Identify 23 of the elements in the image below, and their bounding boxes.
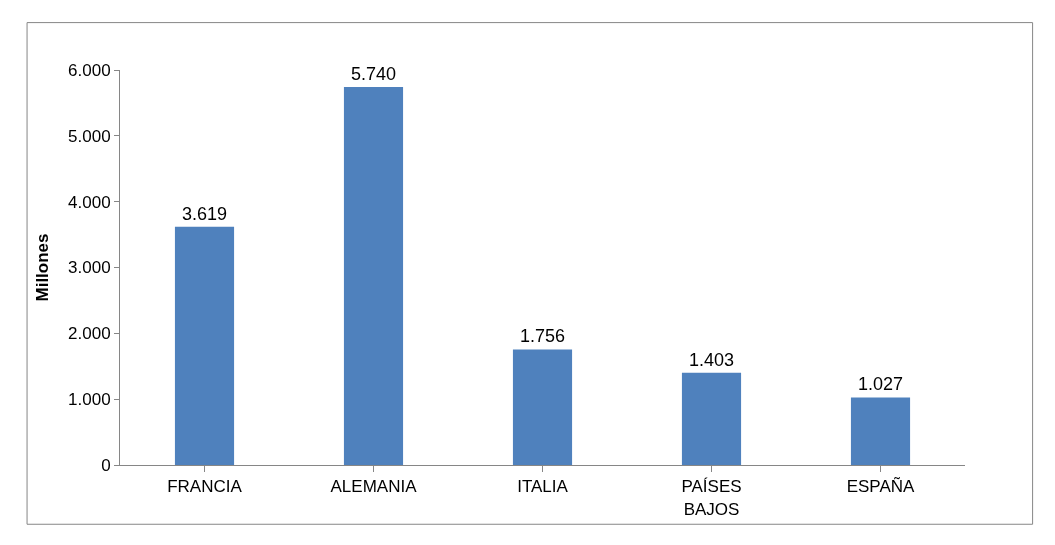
bar (512, 349, 573, 465)
bar (850, 397, 911, 465)
y-tick-label: 0 (101, 455, 111, 475)
bar (174, 226, 235, 465)
x-tick-label: ALEMANIA (330, 477, 418, 497)
y-tick-label: 5.000 (68, 126, 111, 146)
x-tick-label: FRANCIA (167, 477, 243, 497)
y-tick-label: 1.000 (68, 390, 111, 410)
bar (681, 372, 742, 465)
data-label: 5.740 (350, 64, 397, 85)
bar (343, 87, 404, 465)
y-tick-label: 2.000 (68, 324, 111, 344)
data-label: 1.403 (688, 349, 735, 370)
y-tick-label: 3.000 (68, 258, 111, 278)
y-tick-label: 4.000 (68, 192, 111, 212)
data-label: 1.756 (519, 326, 566, 347)
x-tick-label: ESPAÑA (846, 477, 916, 497)
x-tick-label: ITALIA (517, 477, 569, 497)
y-tick-label: 6.000 (68, 60, 111, 80)
x-tick-label: PAÍSES BAJOS (681, 477, 742, 519)
y-axis-title: Millones (32, 233, 52, 302)
data-label: 3.619 (181, 203, 228, 224)
data-label: 1.027 (857, 374, 904, 395)
